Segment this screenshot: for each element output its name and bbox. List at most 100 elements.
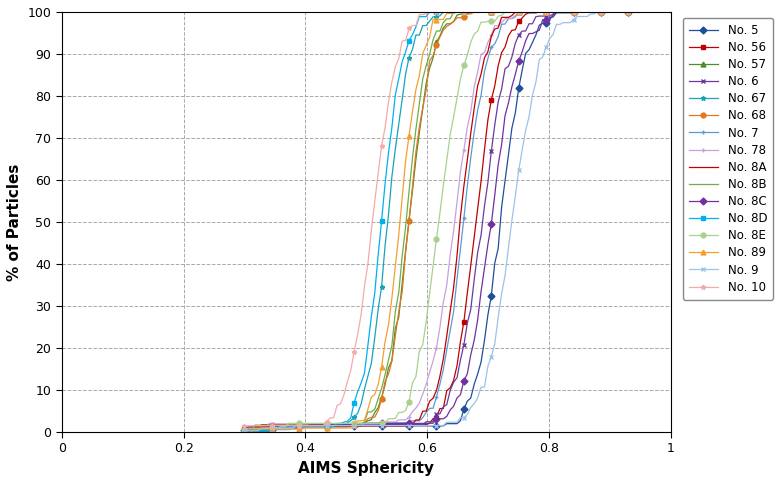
No. 89 xyxy=(325,425,335,431)
No. 8E xyxy=(239,427,249,433)
No. 68 xyxy=(470,9,479,15)
No. 8B xyxy=(524,9,534,15)
No. 57 xyxy=(566,9,575,15)
No. 89 xyxy=(239,429,249,435)
No. 10 xyxy=(647,9,657,15)
No. 8C xyxy=(466,352,476,358)
No. 5 xyxy=(562,10,572,15)
No. 8B xyxy=(566,9,575,15)
Line: No. 8E: No. 8E xyxy=(242,10,655,432)
No. 6 xyxy=(521,28,530,34)
No. 56 xyxy=(325,422,335,427)
No. 8A xyxy=(325,423,335,429)
No. 8E xyxy=(524,9,534,15)
No. 67 xyxy=(647,9,657,15)
No. 68 xyxy=(239,426,249,432)
No. 67 xyxy=(349,414,359,420)
Line: No. 8D: No. 8D xyxy=(242,10,655,434)
No. 8C xyxy=(349,422,359,427)
No. 56 xyxy=(349,422,359,427)
No. 8B xyxy=(637,9,647,15)
No. 89 xyxy=(647,9,657,15)
No. 8D xyxy=(425,9,434,15)
Line: No. 8B: No. 8B xyxy=(244,12,652,432)
No. 8D xyxy=(349,399,359,405)
No. 67 xyxy=(438,9,448,15)
No. 78 xyxy=(325,421,335,426)
No. 8D xyxy=(566,9,575,15)
No. 7 xyxy=(637,9,647,15)
No. 8C xyxy=(647,9,657,15)
No. 5 xyxy=(647,9,657,15)
No. 6 xyxy=(325,422,335,427)
No. 57 xyxy=(466,9,476,15)
No. 8B xyxy=(349,422,359,427)
No. 9 xyxy=(637,9,647,15)
No. 9 xyxy=(647,9,657,15)
No. 78 xyxy=(349,421,359,426)
No. 68 xyxy=(349,421,359,427)
No. 8D xyxy=(647,9,657,15)
No. 68 xyxy=(566,9,575,15)
No. 57 xyxy=(524,9,534,15)
No. 67 xyxy=(470,9,479,15)
No. 9 xyxy=(521,128,530,133)
No. 56 xyxy=(521,11,530,17)
No. 7 xyxy=(566,9,575,15)
No. 67 xyxy=(239,429,249,435)
No. 6 xyxy=(239,427,249,433)
No. 8C xyxy=(521,38,530,44)
No. 8C xyxy=(325,422,335,428)
No. 89 xyxy=(470,9,479,15)
No. 7 xyxy=(325,424,335,429)
No. 8B xyxy=(647,9,657,15)
No. 8A xyxy=(637,9,647,15)
No. 8D xyxy=(637,9,647,15)
No. 8B xyxy=(325,422,335,428)
No. 8D xyxy=(239,429,249,435)
Line: No. 57: No. 57 xyxy=(242,10,655,435)
No. 10 xyxy=(637,9,647,15)
No. 8E xyxy=(647,9,657,15)
No. 5 xyxy=(637,9,647,15)
No. 8E xyxy=(500,9,509,15)
No. 57 xyxy=(325,422,335,428)
No. 5 xyxy=(573,9,582,15)
No. 5 xyxy=(521,51,530,57)
No. 78 xyxy=(466,109,476,114)
Line: No. 8C: No. 8C xyxy=(242,10,655,434)
Line: No. 67: No. 67 xyxy=(242,10,655,435)
No. 56 xyxy=(566,9,575,15)
No. 6 xyxy=(647,9,657,15)
No. 6 xyxy=(637,9,647,15)
X-axis label: AIMS Sphericity: AIMS Sphericity xyxy=(298,461,434,476)
No. 8A xyxy=(566,9,575,15)
No. 9 xyxy=(562,20,572,26)
No. 7 xyxy=(534,9,544,15)
Line: No. 10: No. 10 xyxy=(242,10,655,428)
No. 68 xyxy=(647,9,657,15)
No. 10 xyxy=(432,9,441,15)
No. 56 xyxy=(637,9,647,15)
No. 56 xyxy=(466,263,476,269)
No. 6 xyxy=(349,422,359,427)
No. 8C xyxy=(637,9,647,15)
No. 9 xyxy=(466,405,476,411)
No. 89 xyxy=(452,9,462,15)
No. 8E xyxy=(566,9,575,15)
No. 10 xyxy=(524,9,534,15)
No. 89 xyxy=(637,9,647,15)
No. 78 xyxy=(524,9,534,15)
No. 8E xyxy=(466,39,476,45)
No. 68 xyxy=(524,9,534,15)
No. 5 xyxy=(239,427,249,433)
No. 57 xyxy=(647,9,657,15)
No. 57 xyxy=(637,9,647,15)
No. 8D xyxy=(524,9,534,15)
Line: No. 9: No. 9 xyxy=(242,10,655,433)
No. 8C xyxy=(551,9,561,15)
No. 6 xyxy=(566,9,575,15)
Line: No. 78: No. 78 xyxy=(242,10,655,435)
Line: No. 7: No. 7 xyxy=(242,10,655,433)
No. 8A xyxy=(524,9,534,15)
